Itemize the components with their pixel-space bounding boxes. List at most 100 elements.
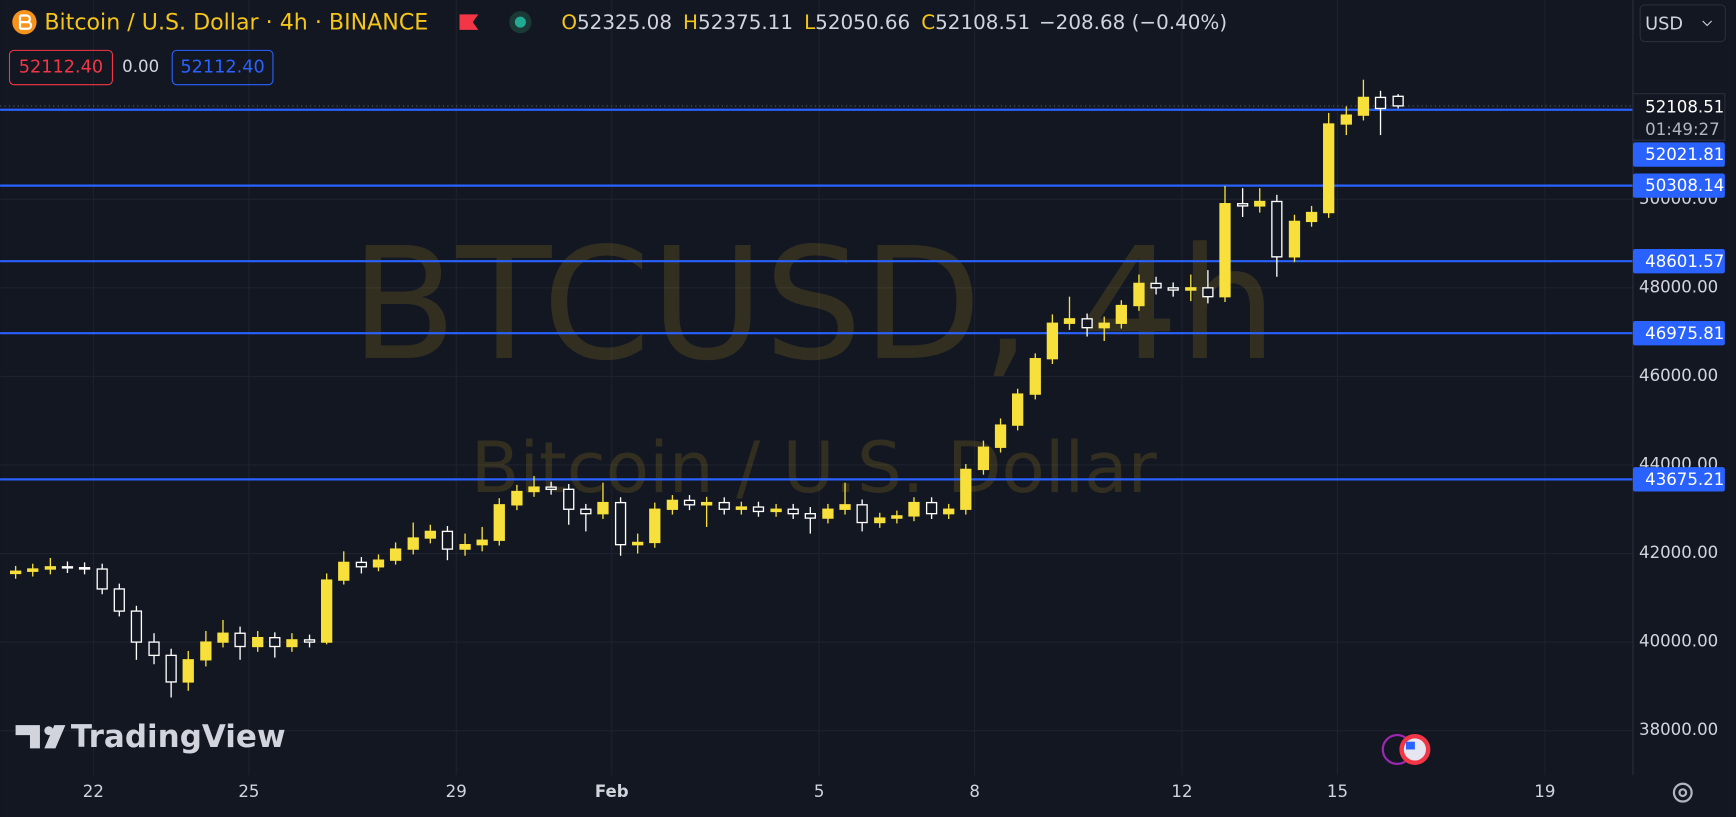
hline-price-label: 48601.57 xyxy=(1645,252,1724,271)
candle-body xyxy=(113,588,125,612)
candle-body xyxy=(372,559,385,568)
candle-body xyxy=(407,537,419,550)
symbol-title: Bitcoin / U.S. Dollar · 4h · BINANCE xyxy=(44,10,428,36)
candle-body xyxy=(165,654,177,683)
candle-body xyxy=(96,568,108,590)
close-label: C xyxy=(921,11,935,34)
event-flag-canton xyxy=(1406,741,1415,750)
candle-body xyxy=(1323,123,1335,214)
candle-body xyxy=(839,504,851,510)
candle-body xyxy=(580,508,592,515)
watermark-symbol: BTCUSD, 4h xyxy=(350,214,1277,395)
flag-icon[interactable] xyxy=(459,14,479,30)
x-tick-label: Feb xyxy=(595,782,629,801)
candle-body xyxy=(1271,200,1283,258)
candle-body xyxy=(1374,96,1387,110)
candle-body xyxy=(493,504,505,541)
candle-body xyxy=(1029,358,1041,395)
candle-body xyxy=(1012,393,1024,426)
candle-body xyxy=(735,506,748,510)
candle-body xyxy=(528,486,540,493)
open-value: 52325.08 xyxy=(577,11,672,34)
buy-button[interactable] xyxy=(171,49,274,86)
candle-body xyxy=(389,548,402,561)
high-value: 52375.11 xyxy=(698,11,793,34)
candle-body xyxy=(182,659,194,683)
candle-body xyxy=(804,513,816,519)
candle-body xyxy=(1150,282,1162,289)
close-value: 52108.51 xyxy=(935,11,1030,34)
candle-body xyxy=(1219,203,1231,298)
candle-body xyxy=(874,517,886,524)
candle-body xyxy=(856,504,868,524)
y-tick-label: 42000.00 xyxy=(1639,543,1718,562)
candle-body xyxy=(511,490,523,506)
candle-body xyxy=(217,632,229,643)
status-dot xyxy=(514,16,526,28)
hline-price-box xyxy=(1632,142,1725,167)
candle-body xyxy=(148,641,160,657)
candle-body xyxy=(891,515,903,519)
candle-body xyxy=(1098,322,1110,329)
hline-price-box xyxy=(1632,249,1725,274)
candle-body xyxy=(252,636,264,648)
hline-price-box xyxy=(1632,467,1725,492)
spread: 0.00 xyxy=(122,57,159,76)
high-label: H xyxy=(683,11,698,34)
candle-body xyxy=(286,639,298,648)
candle-body xyxy=(787,508,799,515)
dropdown-caret xyxy=(1702,20,1712,27)
countdown-label: 01:49:27 xyxy=(1645,120,1720,139)
x-tick-label: 19 xyxy=(1534,782,1555,801)
candle-body xyxy=(597,501,609,515)
candle-body xyxy=(1340,114,1352,125)
last-price-box xyxy=(1632,93,1726,141)
candle-body xyxy=(234,632,246,648)
candle-body xyxy=(1063,318,1076,324)
currency-select[interactable] xyxy=(1639,4,1726,43)
currency-label[interactable]: USD xyxy=(1645,14,1683,34)
y-tick-label: 40000.00 xyxy=(1639,632,1718,651)
candle-body xyxy=(269,636,281,648)
sell-button[interactable] xyxy=(8,49,113,86)
candle-body xyxy=(908,501,920,517)
hline-price-label: 46975.81 xyxy=(1645,324,1724,343)
settings-icon-core xyxy=(1678,788,1688,798)
candle-body xyxy=(977,446,990,471)
candle-body xyxy=(355,561,368,568)
candle-body xyxy=(666,499,679,510)
candle-body xyxy=(1046,322,1059,360)
candle-body xyxy=(994,424,1007,448)
candle-body xyxy=(459,544,471,550)
candle-body xyxy=(1254,200,1266,207)
candle-body xyxy=(200,641,212,661)
sell-price[interactable]: 52112.40 xyxy=(19,58,103,78)
buy-price[interactable]: 52112.40 xyxy=(180,58,264,78)
watermark-description: Bitcoin / U.S. Dollar xyxy=(471,426,1158,509)
watermark-layer: BTCUSD, 4h Bitcoin / U.S. Dollar xyxy=(350,214,1277,509)
x-tick-label: 25 xyxy=(238,782,259,801)
axis-layer: 38000.0040000.0042000.0044000.0046000.00… xyxy=(83,0,1726,801)
candle-body xyxy=(1133,282,1145,307)
candle-body xyxy=(1115,304,1127,324)
candle-body xyxy=(770,508,782,513)
y-tick-label: 38000.00 xyxy=(1639,720,1718,739)
candle-body xyxy=(441,530,454,550)
candle-body xyxy=(563,488,575,510)
x-tick-label: 8 xyxy=(969,782,980,801)
candle-body xyxy=(700,501,713,506)
x-tick-label: 12 xyxy=(1171,782,1192,801)
candle-body xyxy=(44,566,57,570)
candle-body xyxy=(78,567,91,570)
grid-layer xyxy=(0,0,1633,775)
x-tick-label: 22 xyxy=(83,782,104,801)
last-price-label: 52108.51 xyxy=(1645,98,1724,117)
x-tick-label: 5 xyxy=(814,782,825,801)
settings-icon[interactable] xyxy=(1672,782,1693,803)
candle-body xyxy=(1167,287,1179,291)
low-value: 52050.66 xyxy=(815,11,910,34)
y-tick-label: 46000.00 xyxy=(1639,366,1718,385)
candle-body xyxy=(303,639,316,643)
